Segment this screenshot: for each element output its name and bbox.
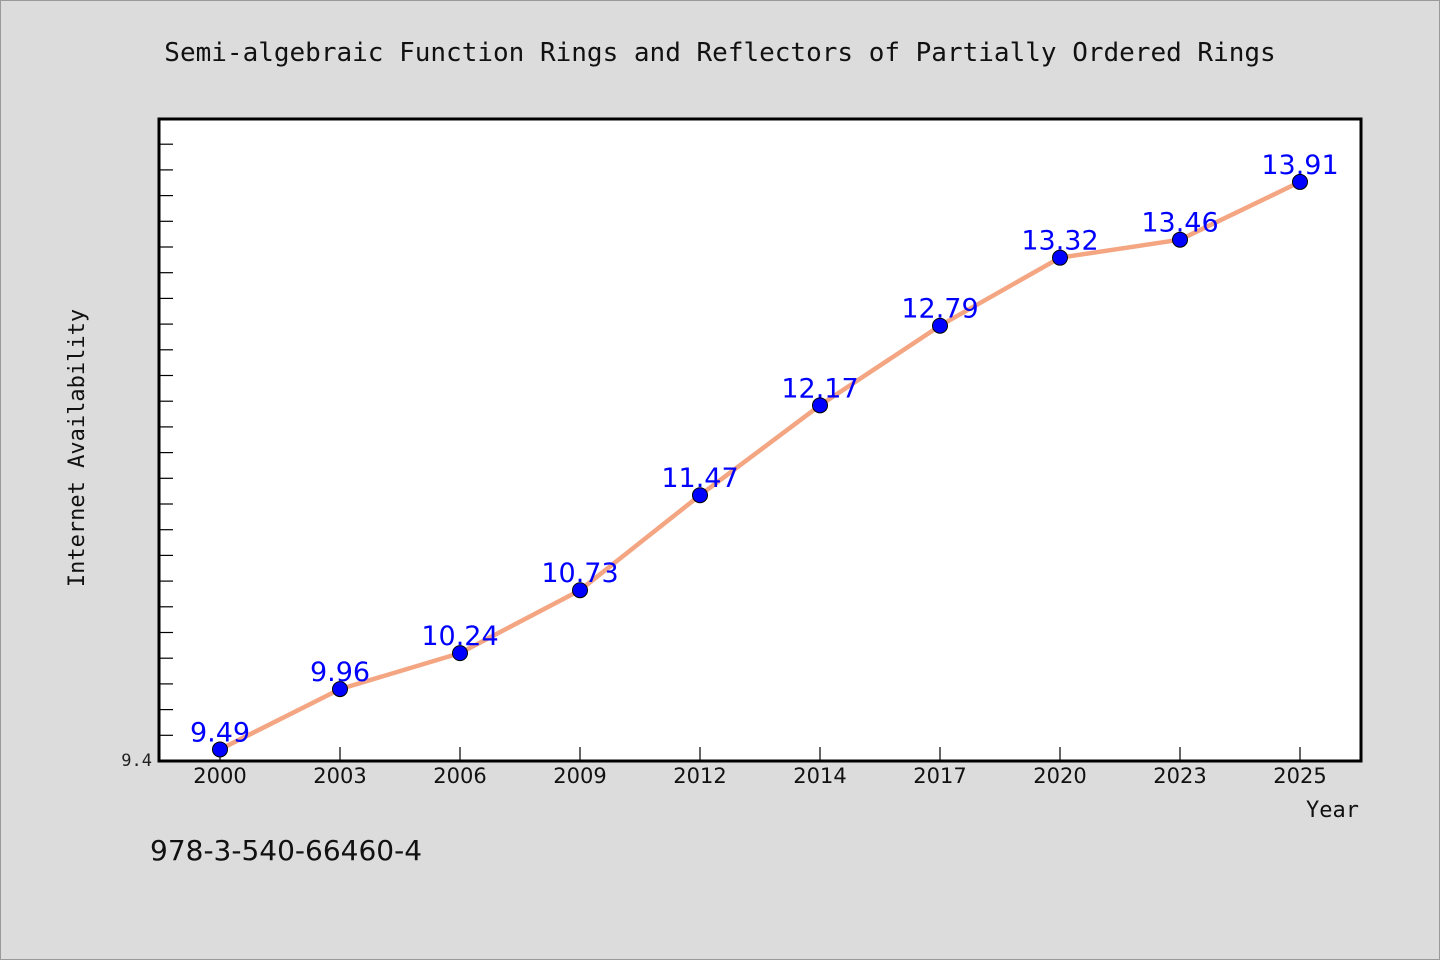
x-tick-label-2000: 2000 [193,764,246,788]
data-point-2006 [452,645,468,662]
data-point-2009 [572,582,588,599]
y-tick-label: 9.4 [121,751,152,771]
data-markers [212,173,1308,758]
data-point-2023 [1172,231,1188,248]
y-axis-ticks [159,143,173,762]
data-labels: 9.49 9.96 10.24 10.73 11.47 12.17 12.79 13.32 13… [190,150,1339,749]
x-tick-label-2014: 2014 [793,764,846,788]
x-tick-label-2009: 2009 [553,764,606,788]
data-label-2009: 10.73 [541,558,618,589]
x-axis-ticks [219,747,1301,761]
data-label-2020: 13.32 [1021,226,1098,257]
data-label-2006: 10.24 [421,621,498,652]
data-point-2000 [212,741,228,758]
plot-area [157,117,1363,763]
data-point-2020 [1052,249,1068,266]
data-label-2012: 11.47 [661,463,738,494]
isbn-text: 978-3-540-66460-4 [150,834,423,867]
data-label-2003: 9.96 [310,657,370,688]
x-tick-label-2023: 2023 [1153,764,1206,788]
data-point-2025 [1292,173,1308,190]
x-tick-label-2006: 2006 [433,764,486,788]
data-point-2012 [692,487,708,504]
data-label-2014: 12.17 [781,373,858,404]
chart-title: Semi-algebraic Function Rings and Reflec… [164,38,1275,68]
data-point-2014 [812,397,828,414]
data-label-2000: 9.49 [190,717,250,748]
data-label-2023: 13.46 [1141,208,1218,239]
data-point-2003 [332,681,348,698]
data-label-2017: 12.79 [901,294,978,325]
series-line [217,179,1303,752]
x-axis-label: Year [1306,798,1359,823]
y-axis-label: Internet Availability [65,309,90,587]
data-point-2017 [932,317,948,334]
x-axis-tick-labels: 2000 2003 2006 2009 2012 2014 2017 2020 2023 2025 [193,764,1326,788]
data-label-2025: 13.91 [1261,150,1338,181]
x-tick-label-2020: 2020 [1033,764,1086,788]
x-tick-label-2012: 2012 [673,764,726,788]
x-tick-label-2025: 2025 [1273,764,1326,788]
x-tick-label-2017: 2017 [913,764,966,788]
x-tick-label-2003: 2003 [313,764,366,788]
